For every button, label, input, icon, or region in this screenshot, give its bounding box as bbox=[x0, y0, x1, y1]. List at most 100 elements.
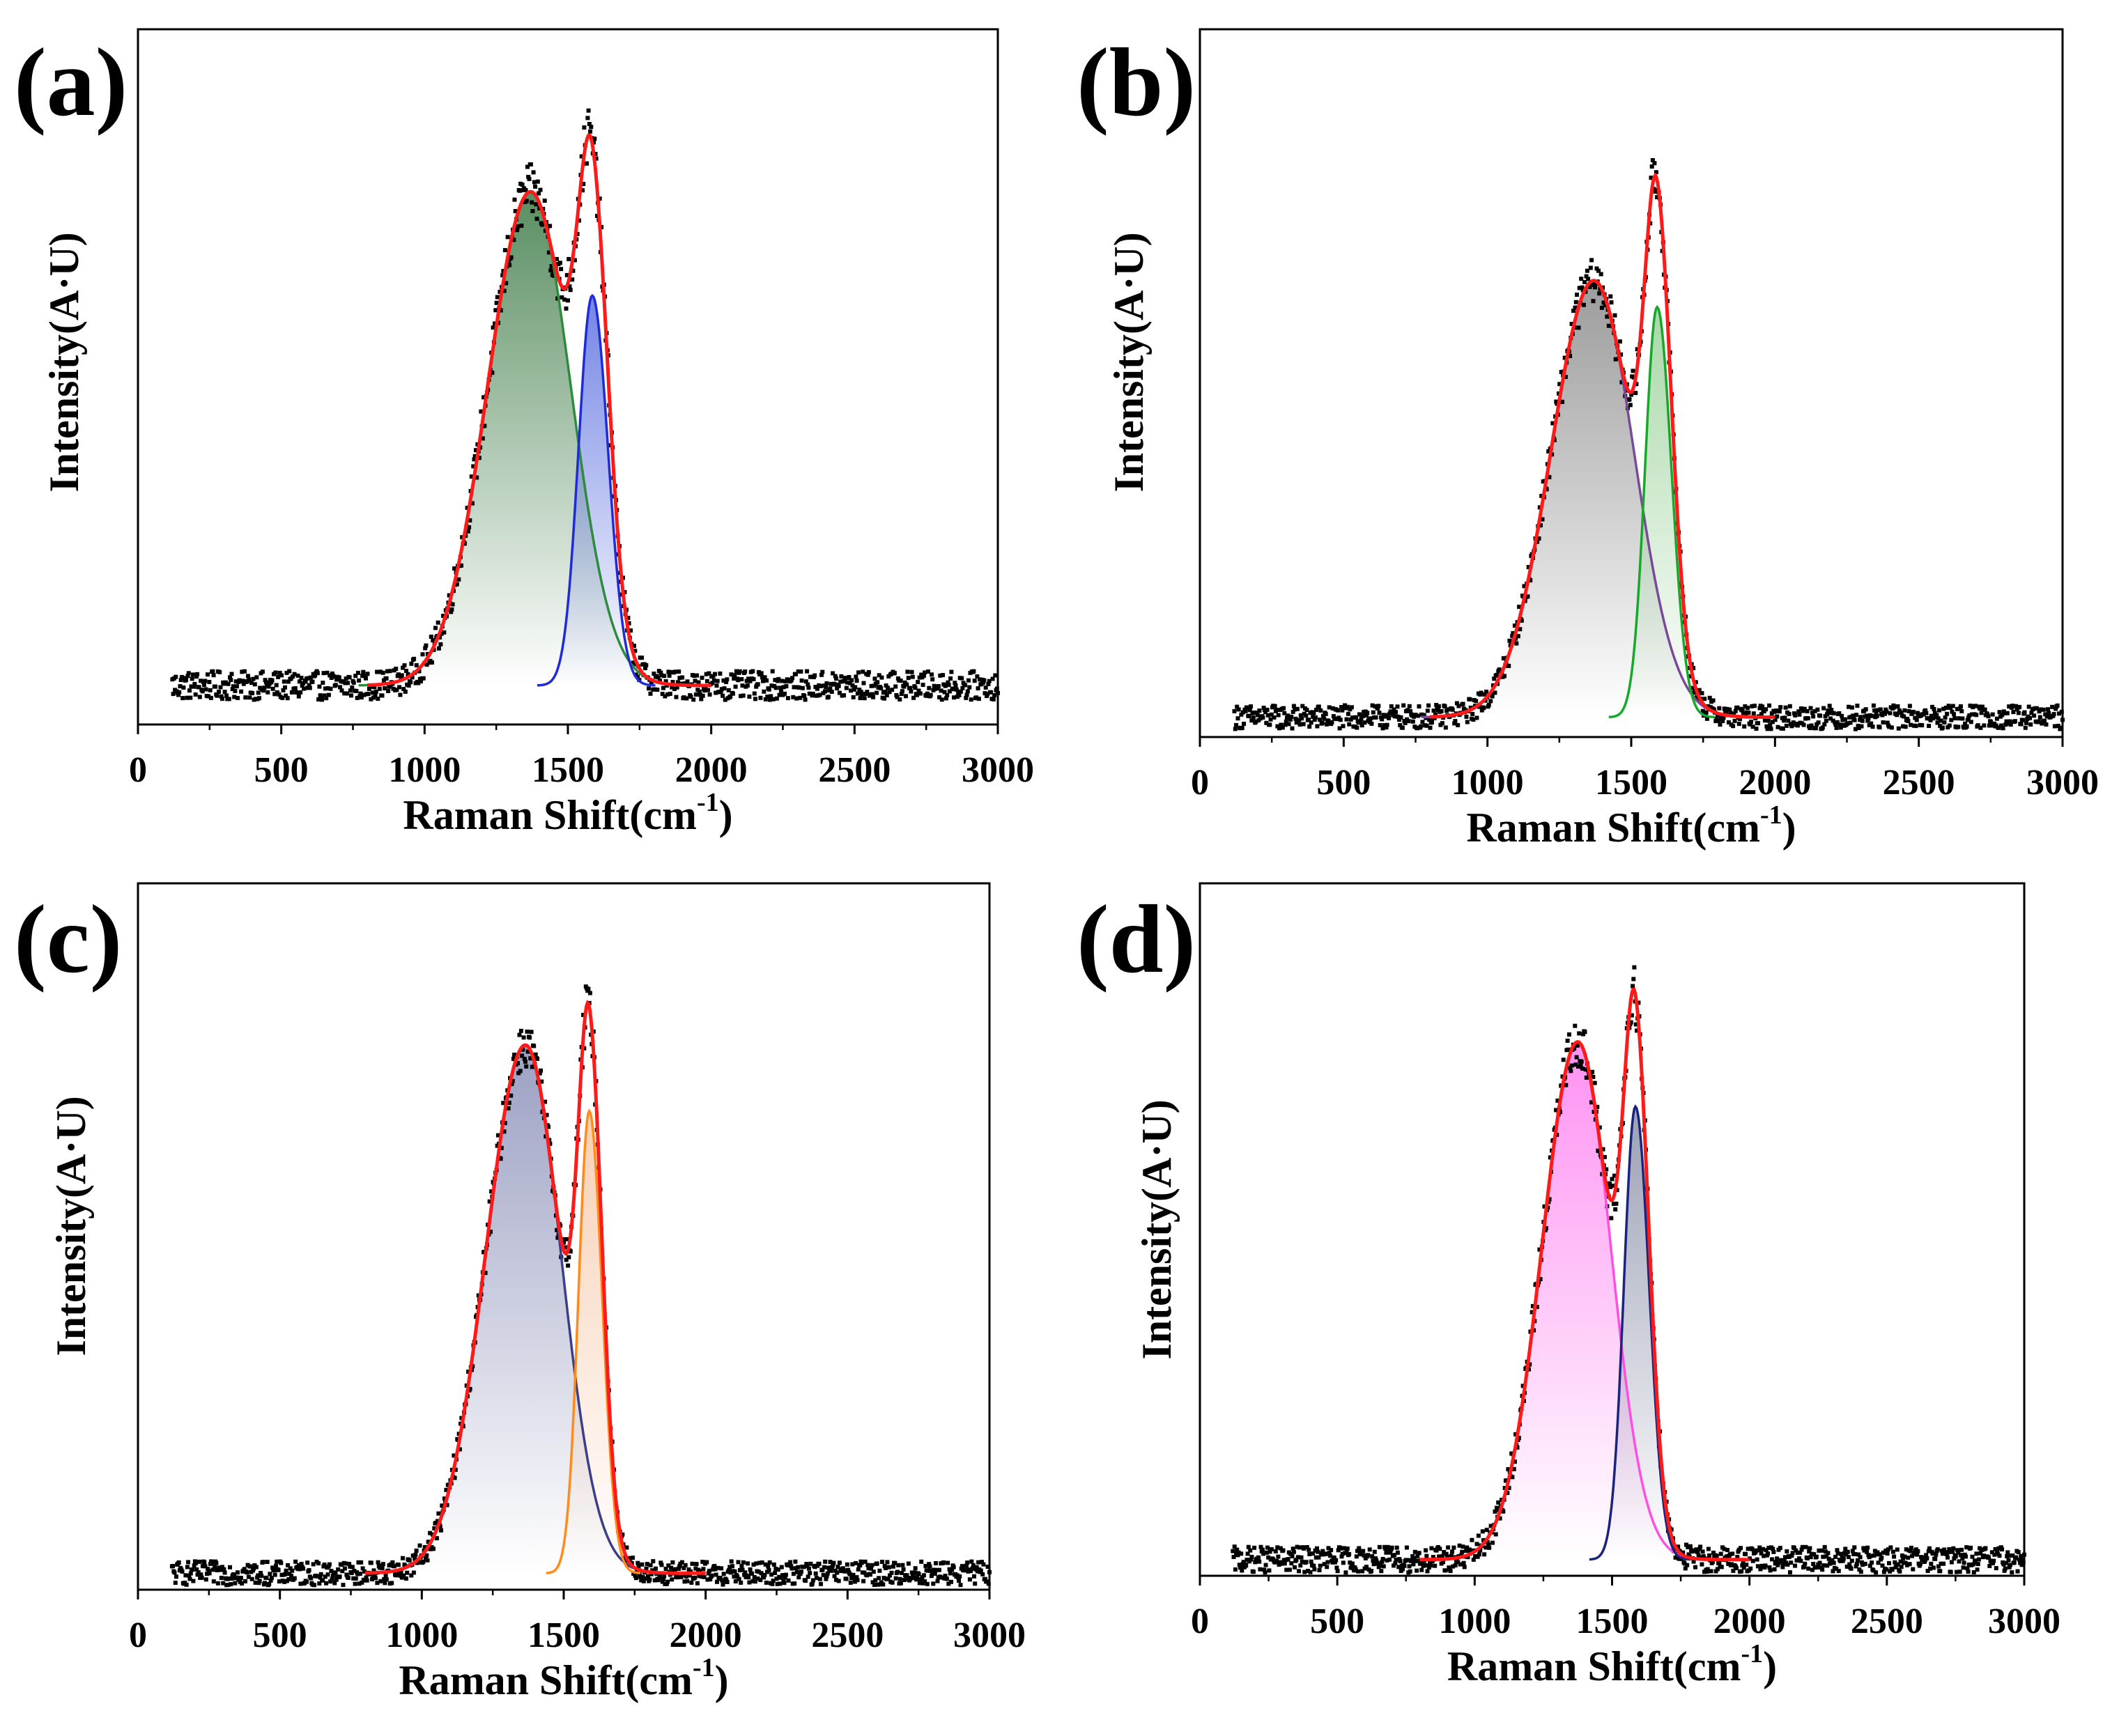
data-point bbox=[943, 1574, 948, 1579]
data-point bbox=[829, 1568, 833, 1573]
data-point bbox=[916, 680, 920, 685]
data-point bbox=[1906, 708, 1911, 713]
data-point bbox=[572, 258, 577, 263]
data-point bbox=[1778, 1546, 1782, 1551]
data-point bbox=[1688, 1544, 1693, 1549]
data-point bbox=[1314, 707, 1319, 712]
data-point bbox=[1444, 1551, 1449, 1556]
data-point bbox=[957, 693, 962, 697]
data-point bbox=[272, 1568, 277, 1573]
data-point bbox=[1947, 723, 1952, 728]
data-point bbox=[1382, 723, 1387, 728]
data-point bbox=[1298, 1563, 1303, 1568]
data-point bbox=[1798, 706, 1803, 711]
data-point bbox=[1300, 1559, 1304, 1564]
data-point bbox=[1629, 392, 1633, 397]
data-point bbox=[1477, 1552, 1481, 1557]
data-point bbox=[1576, 1064, 1580, 1069]
data-point bbox=[422, 1544, 427, 1549]
data-point bbox=[562, 1240, 566, 1245]
data-point bbox=[251, 676, 256, 681]
data-point bbox=[1876, 1560, 1881, 1565]
data-point bbox=[648, 691, 653, 696]
plot-area bbox=[1232, 158, 2065, 731]
data-point bbox=[1635, 1028, 1639, 1033]
data-point bbox=[1442, 704, 1447, 709]
data-point bbox=[215, 693, 219, 698]
data-point bbox=[626, 621, 631, 626]
data-point bbox=[190, 1567, 195, 1572]
data-point bbox=[1973, 1560, 1978, 1565]
data-point bbox=[893, 1560, 897, 1565]
data-point bbox=[232, 1574, 237, 1579]
data-point bbox=[1580, 1066, 1585, 1071]
data-point bbox=[1583, 1067, 1588, 1072]
data-point bbox=[1297, 718, 1302, 722]
data-point bbox=[1412, 1556, 1417, 1560]
data-point bbox=[522, 1057, 527, 1061]
data-point bbox=[1853, 727, 1858, 731]
data-point bbox=[892, 671, 897, 676]
data-point bbox=[796, 1565, 801, 1570]
data-point bbox=[1581, 302, 1586, 307]
data-point bbox=[1989, 1550, 1994, 1555]
data-point bbox=[190, 676, 194, 681]
data-point bbox=[538, 187, 543, 192]
data-point bbox=[1982, 1553, 1986, 1558]
data-point bbox=[980, 1560, 984, 1565]
data-point bbox=[1700, 1562, 1704, 1567]
data-point bbox=[539, 1079, 544, 1084]
data-point bbox=[365, 672, 370, 676]
data-point bbox=[310, 679, 315, 684]
data-point bbox=[1369, 716, 1373, 721]
data-point bbox=[1968, 704, 1973, 708]
data-point bbox=[1248, 1548, 1253, 1553]
data-point bbox=[913, 1566, 918, 1571]
data-point bbox=[1398, 722, 1403, 727]
data-point bbox=[1994, 1566, 1998, 1571]
data-point bbox=[1782, 715, 1787, 720]
data-point bbox=[836, 1579, 841, 1583]
data-point bbox=[1788, 1570, 1792, 1575]
data-point bbox=[1440, 721, 1444, 726]
data-point bbox=[332, 674, 337, 679]
data-point bbox=[1356, 1569, 1361, 1574]
data-point bbox=[349, 693, 353, 698]
data-point bbox=[1252, 710, 1256, 715]
data-point bbox=[502, 248, 507, 253]
data-point bbox=[877, 1576, 881, 1581]
data-point bbox=[501, 1101, 506, 1106]
data-point bbox=[783, 1575, 787, 1580]
data-point bbox=[555, 1227, 560, 1232]
data-point bbox=[1424, 723, 1429, 728]
data-point bbox=[500, 273, 505, 278]
data-point bbox=[305, 1579, 309, 1584]
data-point bbox=[654, 1566, 658, 1571]
data-point bbox=[1367, 1547, 1372, 1552]
data-point bbox=[479, 409, 484, 414]
data-point bbox=[2024, 720, 2028, 725]
data-point bbox=[1722, 706, 1727, 711]
data-point bbox=[810, 691, 815, 696]
data-point bbox=[1973, 1558, 1977, 1563]
data-point bbox=[419, 679, 423, 683]
data-point bbox=[799, 669, 803, 674]
data-point bbox=[964, 1563, 969, 1568]
data-point bbox=[229, 1576, 234, 1581]
data-point bbox=[2022, 710, 2027, 715]
data-point bbox=[875, 1582, 880, 1587]
data-point bbox=[927, 1562, 932, 1567]
data-point bbox=[687, 1573, 692, 1578]
data-point bbox=[1284, 1567, 1289, 1572]
data-point bbox=[644, 662, 649, 667]
data-point bbox=[640, 656, 645, 660]
data-point bbox=[1434, 703, 1439, 707]
data-point bbox=[1500, 1498, 1504, 1502]
data-point bbox=[806, 1574, 810, 1579]
data-point bbox=[1451, 1564, 1456, 1569]
data-point bbox=[861, 681, 866, 685]
data-point bbox=[932, 1567, 937, 1572]
data-point bbox=[1817, 1560, 1822, 1565]
data-point bbox=[1365, 711, 1370, 715]
data-point bbox=[1265, 1545, 1270, 1550]
